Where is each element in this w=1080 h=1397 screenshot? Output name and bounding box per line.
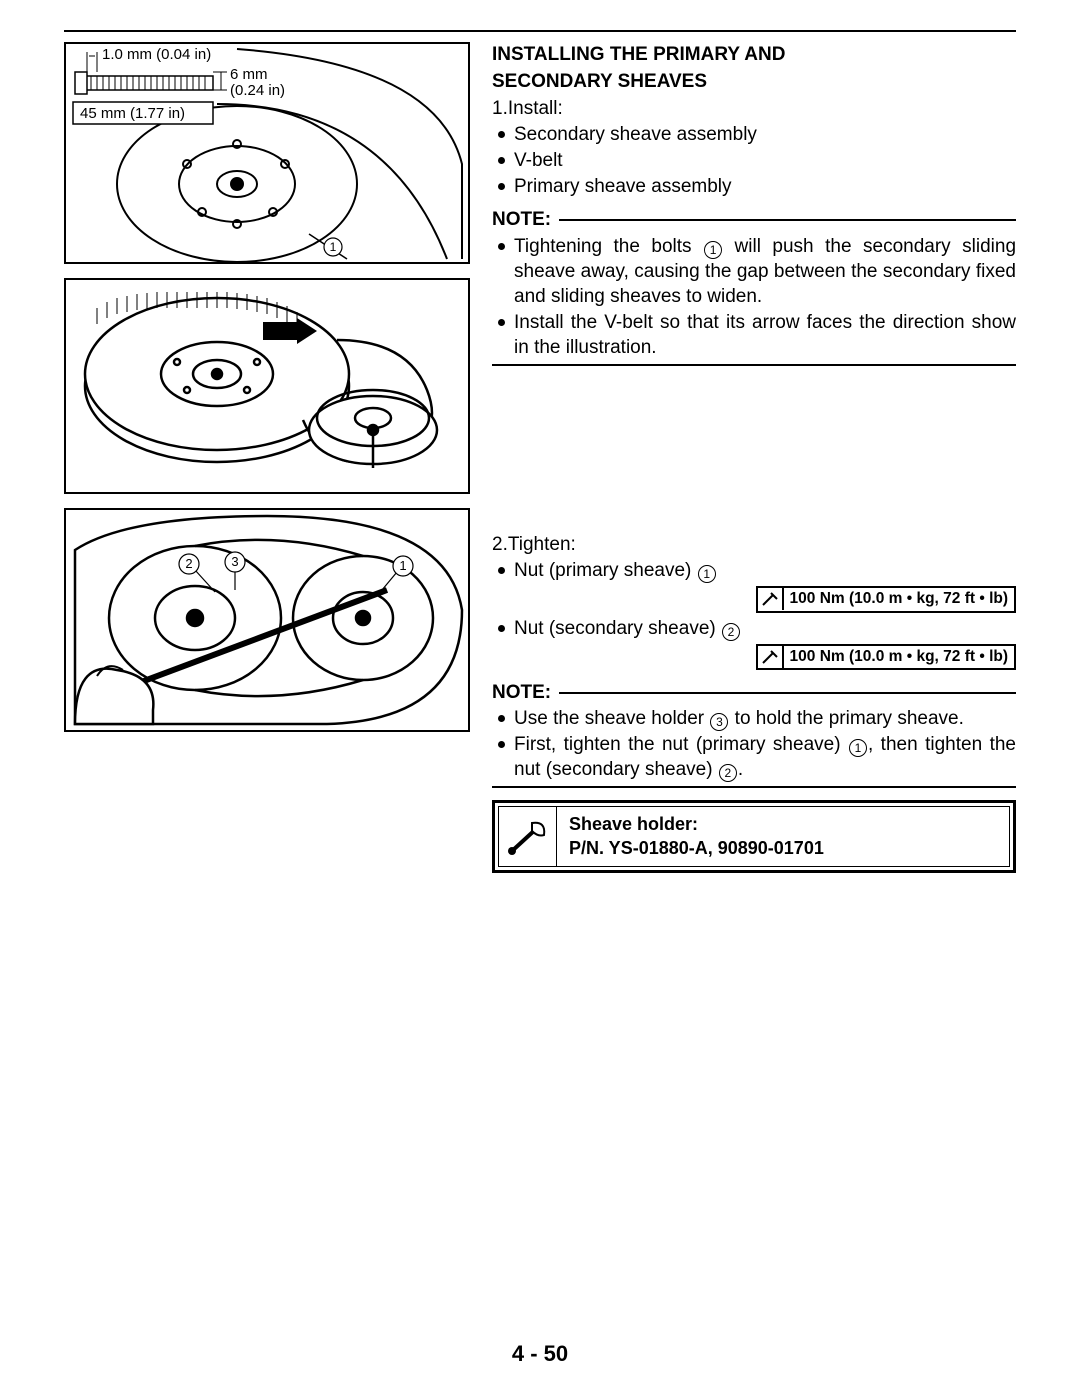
section2-step: 2.Tighten:	[492, 532, 1016, 557]
fig1-dim2b: (0.24 in)	[230, 82, 285, 99]
list-item: Primary sheave assembly	[498, 174, 1016, 199]
tool-line2: P/N. YS-01880-A, 90890-01701	[569, 837, 824, 860]
list-item: First, tighten the nut (primary sheave) …	[498, 732, 1016, 782]
note-label: NOTE:	[492, 680, 551, 705]
list-item: V-belt	[498, 148, 1016, 173]
svg-text:1: 1	[399, 558, 406, 573]
text-column: INSTALLING THE PRIMARY AND SECONDARY SHE…	[492, 42, 1016, 873]
note1-header: NOTE:	[492, 207, 1016, 232]
torque-icon	[758, 646, 784, 668]
section2-bullets: Nut (primary sheave) 1	[492, 558, 1016, 583]
section2-bullets2: Nut (secondary sheave) 2	[492, 616, 1016, 641]
tool-box: Sheave holder: P/N. YS-01880-A, 90890-01…	[492, 800, 1016, 873]
tool-line1: Sheave holder:	[569, 813, 824, 836]
fig1-dim1: 1.0 mm (0.04 in)	[102, 46, 211, 63]
svg-text:3: 3	[231, 554, 238, 569]
list-item: Nut (primary sheave) 1	[498, 558, 1016, 583]
section1-step: 1.Install:	[492, 96, 1016, 121]
section1-heading-l1: INSTALLING THE PRIMARY AND	[492, 42, 1016, 67]
list-item: Nut (secondary sheave) 2	[498, 616, 1016, 641]
fig1-callout: 1	[330, 240, 337, 254]
torque-spec-2: 100 Nm (10.0 m • kg, 72 ft • lb)	[756, 644, 1016, 670]
note2-bullets: Use the sheave holder 3 to hold the prim…	[492, 706, 1016, 782]
page-number: 4 - 50	[0, 1341, 1080, 1367]
figure-1: 1	[64, 42, 470, 264]
torque-spec-1: 100 Nm (10.0 m • kg, 72 ft • lb)	[756, 586, 1016, 612]
note-label: NOTE:	[492, 207, 551, 232]
note2-header: NOTE:	[492, 680, 1016, 705]
torque-icon	[758, 588, 784, 610]
note1-bullets: Tightening the bolts 1 will push the sec…	[492, 234, 1016, 360]
list-item: Tightening the bolts 1 will push the sec…	[498, 234, 1016, 309]
tool-icon	[499, 807, 557, 866]
figure-3: 3 2 1	[64, 508, 470, 732]
list-item: Secondary sheave assembly	[498, 122, 1016, 147]
list-item: Install the V-belt so that its arrow fac…	[498, 310, 1016, 360]
figures-column: 1	[64, 42, 470, 873]
svg-text:2: 2	[185, 556, 192, 571]
list-item: Use the sheave holder 3 to hold the prim…	[498, 706, 1016, 731]
figure-2	[64, 278, 470, 494]
section1-heading-l2: SECONDARY SHEAVES	[492, 69, 1016, 94]
fig1-dim2a: 6 mm	[230, 66, 268, 83]
fig1-dim3: 45 mm (1.77 in)	[80, 105, 185, 122]
section1-bullets: Secondary sheave assembly V-belt Primary…	[492, 122, 1016, 199]
